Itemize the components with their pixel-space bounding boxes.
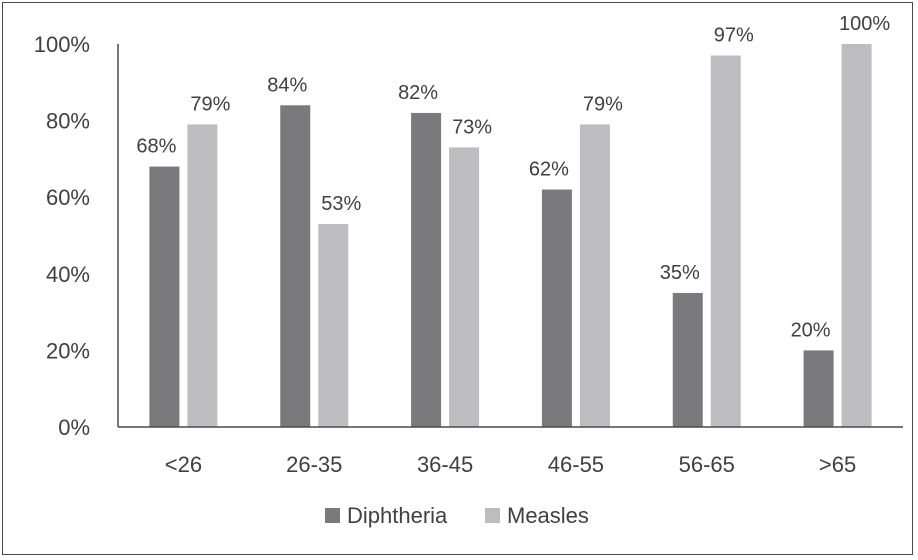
- y-axis: 0% 20% 40% 60% 80% 100%: [34, 32, 119, 440]
- x-tick-label: >65: [819, 452, 856, 477]
- data-label-diphtheria-1: 84%: [267, 74, 307, 96]
- data-label-measles-0: 79%: [190, 93, 230, 115]
- bar-measles-2: [449, 147, 480, 427]
- bar-diphtheria-2: [411, 112, 442, 427]
- data-label-measles-2: 73%: [452, 116, 492, 138]
- y-tick-label: 80%: [46, 109, 90, 134]
- y-tick-label: 20%: [46, 338, 90, 363]
- bar-diphtheria-0: [149, 166, 180, 427]
- bar-diphtheria-4: [672, 292, 703, 427]
- data-label-diphtheria-2: 82%: [398, 82, 438, 104]
- data-label-measles-1: 53%: [321, 193, 361, 215]
- x-tick-label: <26: [165, 452, 202, 477]
- legend-label-measles: Measles: [507, 503, 589, 528]
- x-tick-label: 26-35: [286, 452, 342, 477]
- bars-group: 68% 79% 84% 53% 82% 73% 62% 79% 35% 97% 20% 100%: [136, 13, 890, 428]
- data-label-measles-4: 97%: [714, 24, 754, 46]
- x-axis: <26 26-35 36-45 46-55 56-65 >65: [118, 426, 903, 477]
- legend-swatch-measles: [485, 508, 500, 523]
- legend: Diphtheria Measles: [325, 503, 589, 528]
- bar-measles-3: [579, 124, 610, 428]
- bar-diphtheria-5: [803, 350, 834, 427]
- bar-diphtheria-1: [280, 105, 311, 427]
- legend-label-diphtheria: Diphtheria: [347, 503, 448, 528]
- y-tick-label: 0%: [58, 415, 90, 440]
- y-tick-label: 100%: [34, 32, 90, 57]
- bar-measles-0: [187, 124, 218, 428]
- bar-diphtheria-3: [541, 189, 572, 427]
- data-label-measles-5: 100%: [839, 13, 890, 35]
- data-label-measles-3: 79%: [583, 93, 623, 115]
- x-tick-label: 46-55: [548, 452, 604, 477]
- data-label-diphtheria-3: 62%: [529, 159, 569, 181]
- data-label-diphtheria-0: 68%: [136, 136, 176, 158]
- data-label-diphtheria-4: 35%: [660, 262, 700, 284]
- x-tick-label: 36-45: [417, 452, 473, 477]
- y-tick-label: 40%: [46, 262, 90, 287]
- bar-measles-1: [318, 224, 349, 427]
- legend-swatch-diphtheria: [325, 508, 340, 523]
- data-label-diphtheria-5: 20%: [791, 319, 831, 341]
- bar-measles-4: [710, 55, 741, 428]
- x-tick-label: 56-65: [679, 452, 735, 477]
- bar-measles-5: [841, 44, 872, 427]
- y-tick-label: 60%: [46, 185, 90, 210]
